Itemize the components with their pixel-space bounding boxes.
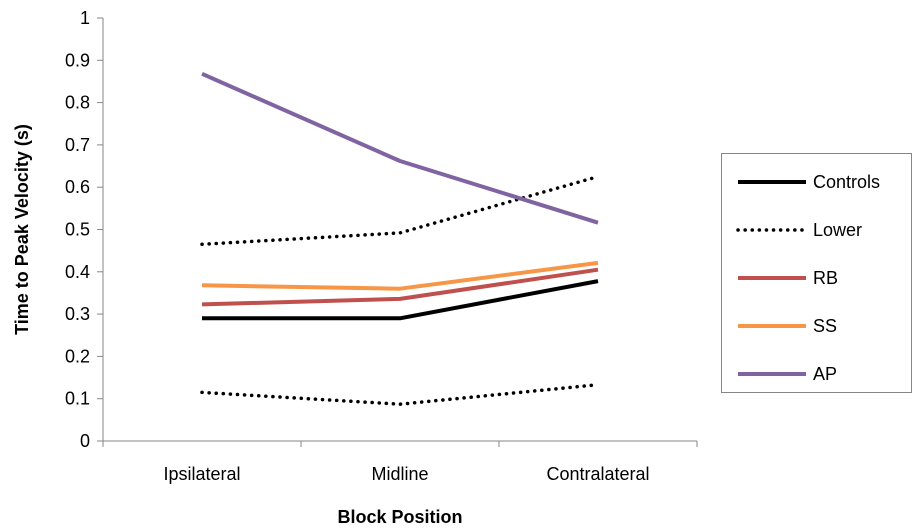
y-tick-label: 0.7 (65, 135, 90, 155)
y-axis-title: Time to Peak Velocity (s) (12, 124, 32, 335)
y-tick-label: 0.2 (65, 346, 90, 366)
legend-label-ap: AP (813, 364, 837, 384)
x-axis-ticks: Ipsilateral Midline Contralateral (102, 441, 698, 484)
series-line-ss (201, 260, 599, 291)
y-tick-label: 0 (80, 431, 90, 451)
legend-label-controls: Controls (813, 172, 880, 192)
y-tick-label: 0.8 (65, 93, 90, 113)
series-line-ap (201, 71, 599, 225)
legend-label-ss: SS (813, 316, 837, 336)
legend: Controls Lower RB SS AP (721, 153, 912, 393)
series-line-rb (201, 267, 599, 307)
y-tick-label: 0.6 (65, 177, 90, 197)
x-tick-label: Midline (371, 464, 428, 484)
y-tick-label: 0.5 (65, 220, 90, 240)
series-lines (200, 71, 600, 406)
y-axis-ticks: 0 0.1 0.2 0.3 0.4 0.5 0.6 0.7 0.8 0.9 1 (65, 8, 103, 451)
series-line-lower (200, 174, 600, 247)
x-tick-label: Ipsilateral (163, 464, 240, 484)
y-tick-label: 1 (80, 8, 90, 28)
x-axis-title: Block Position (337, 507, 462, 527)
series-line-controls (202, 279, 599, 321)
x-tick-label: Contralateral (546, 464, 649, 484)
y-tick-label: 0.9 (65, 50, 90, 70)
legend-label-rb: RB (813, 268, 838, 288)
legend-label-lower: Lower (813, 220, 862, 240)
y-tick-label: 0.4 (65, 262, 90, 282)
legend-box (721, 153, 912, 393)
y-tick-label: 0.1 (65, 389, 90, 409)
y-tick-label: 0.3 (65, 304, 90, 324)
series-line-lower (200, 382, 600, 406)
